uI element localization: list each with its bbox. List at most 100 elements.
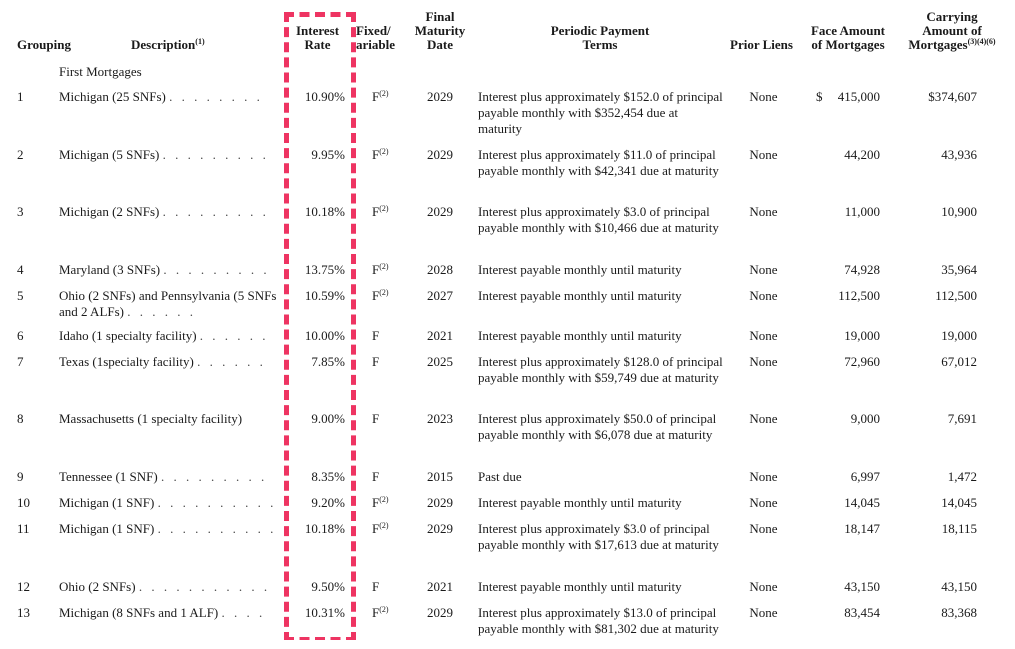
maturity-year-cell: 2029 [427, 89, 453, 104]
maturity-year-cell: 2029 [427, 204, 453, 219]
grouping-number: 12 [17, 579, 30, 594]
leader-dots: . . . . . . . . . [163, 262, 270, 277]
interest-rate-cell: 10.59% [304, 288, 345, 303]
prior-liens-cell: None [749, 521, 778, 536]
maturity-year-cell: 2029 [427, 147, 453, 162]
face-amount-cell: 44,200 [844, 147, 880, 162]
prior-liens-cell: None [749, 579, 778, 594]
maturity-year-cell: 2027 [427, 288, 453, 303]
payment-terms-cell: Interest plus approximately $128.0 of pr… [478, 354, 723, 385]
fixed-variable-cell: F [372, 469, 380, 484]
face-amount-cell: 74,928 [844, 262, 880, 277]
face-amount-cell: 18,147 [844, 521, 880, 536]
grouping-number: 1 [17, 89, 24, 104]
fixed-variable-cell: F [372, 411, 380, 426]
carrying-amount-cell: 67,012 [941, 354, 977, 369]
grouping-number: 10 [17, 495, 30, 510]
interest-rate-cell: 10.18% [304, 204, 345, 219]
interest-rate-cell: 9.95% [311, 147, 345, 162]
interest-rate-cell: 9.50% [311, 579, 345, 594]
fixed-variable-cell: F [372, 354, 380, 369]
property-description: Michigan (25 SNFs) . . . . . . . . [59, 89, 263, 104]
prior-liens-cell: None [749, 262, 778, 277]
payment-terms-cell: Interest payable monthly until maturity [478, 262, 682, 277]
face-amount-cell: 11,000 [844, 204, 880, 219]
header-carrying-amount: Carrying Amount of Mortgages(3)(4)(6) [908, 9, 996, 52]
page-cutoff [0, 640, 1015, 649]
maturity-year-cell: 2028 [427, 262, 453, 277]
prior-liens-cell: None [749, 147, 778, 162]
carrying-amount-cell: 35,964 [941, 262, 977, 277]
leader-dots: . . . . . . . . . [162, 147, 269, 162]
property-description: Michigan (5 SNFs) . . . . . . . . . [59, 147, 269, 162]
carrying-amount-cell: 43,936 [941, 147, 977, 162]
property-description: Michigan (2 SNFs) . . . . . . . . . [59, 204, 269, 219]
fixed-variable-cell: F(2) [372, 262, 389, 277]
prior-liens-cell: None [749, 495, 778, 510]
leader-dots: . . . . . . . . . [162, 204, 269, 219]
maturity-year-cell: 2021 [427, 579, 453, 594]
grouping-number: 9 [17, 469, 24, 484]
leader-dots: . . . . . . . . [169, 89, 263, 104]
carrying-amount-cell: 18,115 [941, 521, 977, 536]
leader-dots: . . . . . . [197, 354, 266, 369]
grouping-number: 5 [17, 288, 24, 303]
interest-rate-cell: 10.00% [304, 328, 345, 343]
payment-terms-cell: Past due [478, 469, 522, 484]
carrying-amount-cell: 19,000 [941, 328, 977, 343]
interest-rate-cell: 7.85% [311, 354, 345, 369]
face-amount-cell: $415,000 [816, 89, 880, 104]
carrying-amount-cell: 1,472 [947, 469, 977, 484]
payment-terms-cell: Interest payable monthly until maturity [478, 579, 682, 594]
header-final-maturity-date: Final Maturity Date [414, 9, 466, 52]
payment-terms-cell: Interest plus approximately $11.0 of pri… [478, 147, 719, 178]
payment-terms-cell: Interest plus approximately $3.0 of prin… [478, 204, 719, 235]
face-amount-cell: 19,000 [844, 328, 880, 343]
prior-liens-cell: None [749, 469, 778, 484]
payment-terms-cell: Interest plus approximately $152.0 of pr… [478, 89, 723, 136]
grouping-number: 6 [17, 328, 24, 343]
property-description: Ohio (2 SNFs) and Pennsylvania (5 SNFs a… [59, 288, 277, 319]
prior-liens-cell: None [749, 605, 778, 620]
fixed-variable-cell: F [372, 579, 380, 594]
maturity-year-cell: 2025 [427, 354, 453, 369]
grouping-number: 2 [17, 147, 24, 162]
prior-liens-cell: None [749, 89, 778, 104]
interest-rate-cell: 10.31% [304, 605, 345, 620]
face-amount-cell: 6,997 [850, 469, 880, 484]
face-amount-cell: 83,454 [844, 605, 880, 620]
payment-terms-cell: Interest payable monthly until maturity [478, 328, 682, 343]
fixed-variable-cell: F(2) [372, 89, 389, 104]
leader-dots: . . . . . . . . . . [157, 521, 277, 536]
grouping-number: 11 [17, 521, 30, 536]
header-description: Description(1) [131, 37, 205, 52]
face-amount-cell: 9,000 [850, 411, 880, 426]
property-description: Maryland (3 SNFs) . . . . . . . . . [59, 262, 270, 277]
face-amount-cell: 14,045 [844, 495, 880, 510]
face-amount-cell: 112,500 [838, 288, 880, 303]
carrying-amount-cell: 112,500 [935, 288, 977, 303]
carrying-amount-cell: 7,691 [947, 411, 977, 426]
carrying-amount-cell: 14,045 [941, 495, 977, 510]
interest-rate-cell: 10.90% [304, 89, 345, 104]
property-description: Texas (1specialty facility) . . . . . . [59, 354, 266, 369]
maturity-year-cell: 2023 [427, 411, 453, 426]
property-description: Ohio (2 SNFs) . . . . . . . . . . . [59, 579, 271, 594]
property-description: Michigan (8 SNFs and 1 ALF) . . . . [59, 605, 266, 620]
maturity-year-cell: 2029 [427, 605, 453, 620]
fixed-variable-cell: F(2) [372, 288, 389, 303]
prior-liens-cell: None [749, 328, 778, 343]
grouping-number: 3 [17, 204, 24, 219]
grouping-number: 13 [17, 605, 30, 620]
section-first-mortgages: First Mortgages [59, 64, 142, 79]
interest-rate-cell: 8.35% [311, 469, 345, 484]
face-amount-cell: 43,150 [844, 579, 880, 594]
interest-rate-cell: 9.00% [311, 411, 345, 426]
payment-terms-cell: Interest plus approximately $13.0 of pri… [478, 605, 719, 636]
prior-liens-cell: None [749, 204, 778, 219]
fixed-variable-cell: F(2) [372, 204, 389, 219]
fixed-variable-cell: F(2) [372, 495, 389, 510]
payment-terms-cell: Interest payable monthly until maturity [478, 495, 682, 510]
fixed-variable-cell: F [372, 328, 380, 343]
payment-terms-cell: Interest plus approximately $3.0 of prin… [478, 521, 719, 552]
